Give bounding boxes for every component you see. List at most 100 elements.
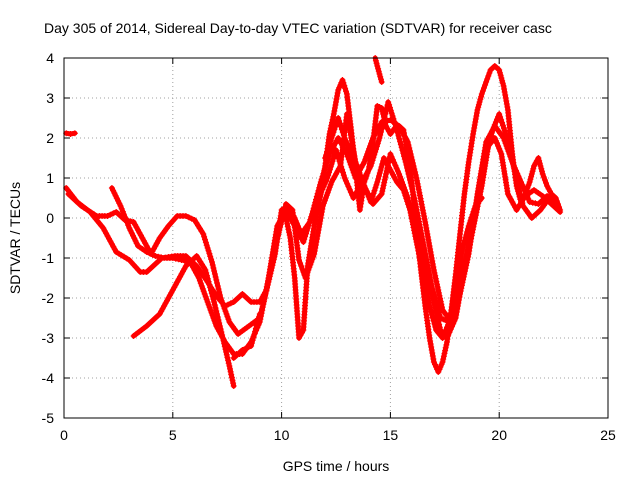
- data-point: [284, 220, 291, 227]
- data-point: [496, 69, 503, 76]
- data-point: [296, 257, 302, 263]
- data-point: [324, 149, 330, 156]
- data-point: [339, 77, 346, 83]
- data-point: [118, 205, 125, 212]
- data-point: [424, 234, 431, 240]
- data-point: [379, 161, 386, 167]
- data-point: [427, 246, 434, 252]
- data-point: [457, 291, 463, 297]
- data-point: [412, 233, 419, 240]
- data-point: [424, 294, 431, 301]
- data-point: [143, 243, 150, 249]
- data-point: [368, 196, 375, 203]
- data-point: [417, 195, 424, 202]
- plot-frame: [63, 57, 609, 419]
- data-point: [503, 101, 510, 107]
- data-point: [198, 283, 205, 289]
- data-point: [164, 297, 170, 304]
- data-point: [299, 266, 306, 272]
- data-point: [216, 292, 223, 298]
- data-point: [117, 203, 124, 209]
- x-tick-label: 20: [491, 427, 507, 443]
- data-point: [329, 116, 336, 123]
- data-point: [219, 335, 226, 341]
- data-point: [501, 89, 508, 95]
- data-point: [376, 170, 383, 176]
- data-point: [428, 255, 435, 261]
- data-point: [130, 232, 136, 239]
- data-point: [280, 212, 287, 219]
- data-point: [104, 213, 111, 219]
- data-point: [450, 298, 457, 305]
- data-point: [414, 241, 421, 248]
- data-point: [338, 123, 344, 130]
- data-point: [180, 268, 186, 275]
- data-point: [535, 155, 542, 161]
- data-point: [431, 269, 438, 276]
- data-point: [254, 319, 261, 326]
- data-point: [432, 324, 439, 330]
- data-point: [540, 174, 547, 180]
- data-point: [331, 126, 338, 133]
- data-point: [396, 135, 403, 142]
- data-point: [426, 300, 432, 307]
- data-point: [223, 349, 230, 355]
- data-point: [336, 117, 343, 124]
- data-point: [483, 79, 490, 85]
- data-point: [245, 344, 252, 351]
- data-point: [256, 313, 262, 320]
- data-point: [443, 341, 450, 348]
- data-point: [140, 237, 147, 244]
- data-point: [462, 268, 468, 275]
- data-point: [218, 297, 225, 304]
- data-point: [432, 272, 439, 279]
- data-point: [220, 337, 227, 344]
- data-point: [396, 171, 403, 177]
- data-point: [172, 255, 179, 262]
- y-tick-label: -2: [42, 290, 55, 306]
- data-point: [345, 143, 351, 149]
- data-point: [414, 244, 421, 251]
- data-point: [429, 315, 436, 321]
- data-point: [413, 239, 420, 245]
- data-point: [423, 256, 430, 263]
- data-point: [200, 231, 207, 237]
- data-point: [515, 188, 522, 195]
- data-point: [252, 325, 259, 332]
- data-point: [463, 262, 470, 269]
- data-point: [378, 105, 385, 111]
- data-point: [395, 132, 402, 139]
- data-point: [479, 88, 486, 94]
- data-point: [223, 311, 230, 317]
- data-point: [369, 193, 376, 200]
- data-point: [313, 239, 320, 245]
- data-point: [322, 155, 329, 161]
- data-point: [262, 289, 269, 296]
- data-point: [374, 140, 381, 147]
- data-point: [341, 82, 348, 89]
- data-point: [143, 249, 150, 255]
- data-point: [305, 222, 312, 229]
- data-point: [402, 139, 409, 145]
- data-point: [261, 295, 268, 302]
- data-point: [515, 191, 522, 197]
- data-point: [343, 88, 349, 95]
- data-point: [401, 133, 408, 139]
- data-point: [214, 311, 220, 317]
- data-point: [340, 169, 346, 176]
- data-point: [379, 185, 386, 192]
- data-point: [227, 365, 233, 372]
- data-point: [212, 305, 219, 311]
- data-point: [225, 316, 232, 323]
- data-point: [382, 173, 389, 180]
- data-point: [205, 301, 212, 308]
- y-tick-label: 4: [46, 50, 54, 66]
- data-point: [377, 132, 384, 138]
- data-point: [439, 304, 445, 311]
- data-point: [321, 197, 328, 204]
- data-point: [553, 198, 560, 204]
- data-point: [306, 219, 313, 226]
- data-point: [459, 247, 466, 253]
- data-point: [487, 131, 494, 137]
- data-point: [496, 111, 503, 117]
